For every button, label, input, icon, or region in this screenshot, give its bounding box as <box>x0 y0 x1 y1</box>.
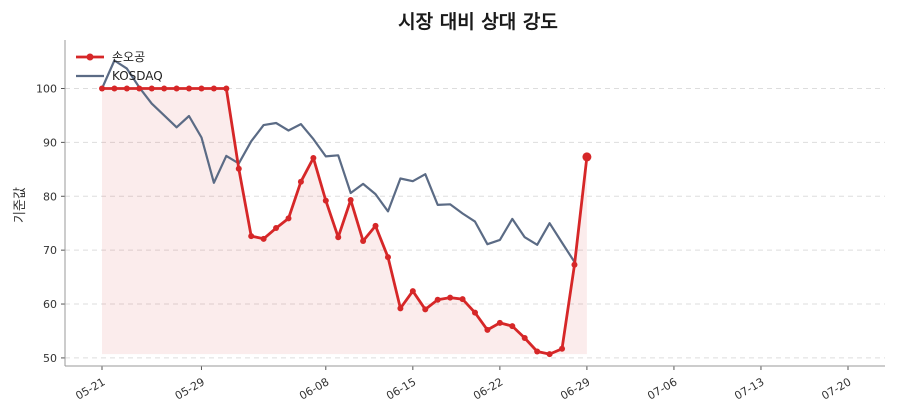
data-point <box>210 85 217 92</box>
data-point <box>111 85 118 92</box>
data-point <box>459 296 466 303</box>
data-point <box>273 225 280 232</box>
data-point <box>347 197 354 204</box>
x-tick-label: 06-08 <box>297 375 331 402</box>
data-point <box>161 85 168 92</box>
data-point <box>360 237 367 244</box>
data-point <box>582 152 592 162</box>
x-tick-label: 07-06 <box>645 375 679 402</box>
data-point <box>372 222 379 229</box>
data-point <box>397 305 404 312</box>
data-point <box>99 85 105 92</box>
x-tick-label: 06-29 <box>558 375 592 402</box>
data-point <box>186 85 193 92</box>
y-tick-label: 50 <box>43 352 57 365</box>
data-point <box>472 309 478 316</box>
y-tick-label: 60 <box>43 298 57 311</box>
data-point <box>223 85 230 92</box>
data-point <box>521 334 528 341</box>
data-point <box>310 155 317 162</box>
data-point <box>496 319 503 326</box>
data-point <box>546 351 553 358</box>
data-point <box>136 85 143 92</box>
data-point <box>285 215 292 222</box>
data-point <box>434 296 441 303</box>
y-tick-label: 100 <box>36 82 57 95</box>
data-point <box>559 345 566 352</box>
data-point <box>198 85 205 92</box>
y-tick-label: 80 <box>43 190 57 203</box>
data-point <box>509 323 516 330</box>
data-point <box>173 85 180 92</box>
series-line <box>100 59 576 264</box>
data-point <box>384 254 391 261</box>
legend: 손오공 KOSDAQ <box>76 50 163 83</box>
x-tick-label: 05-29 <box>173 375 207 402</box>
data-point <box>260 235 267 242</box>
data-point <box>422 306 429 313</box>
legend-label: KOSDAQ <box>112 69 163 83</box>
y-tick-label: 90 <box>43 136 57 149</box>
legend-marker <box>86 53 94 61</box>
y-tick-label: 70 <box>43 244 57 257</box>
data-point <box>148 85 155 92</box>
data-point <box>248 233 255 240</box>
x-tick-label: 07-13 <box>732 375 766 402</box>
data-point <box>322 197 329 204</box>
series-line <box>100 87 589 356</box>
data-point <box>484 326 491 333</box>
data-point <box>335 234 342 241</box>
series-lines <box>99 59 592 358</box>
x-tick-label: 06-22 <box>471 375 505 402</box>
legend-label: 손오공 <box>112 50 145 64</box>
data-point <box>409 288 416 295</box>
data-point <box>571 261 578 268</box>
data-point <box>534 348 541 355</box>
x-tick-label: 07-20 <box>819 375 853 402</box>
data-point <box>235 165 242 172</box>
chart-title: 시장 대비 상대 강도 <box>398 11 558 33</box>
data-point <box>297 178 304 185</box>
data-point <box>123 85 130 92</box>
x-tick-label: 05-21 <box>73 375 107 402</box>
x-tick-label: 06-15 <box>384 375 418 402</box>
y-axis-label: 기준값 <box>13 187 28 223</box>
data-point <box>447 294 454 301</box>
